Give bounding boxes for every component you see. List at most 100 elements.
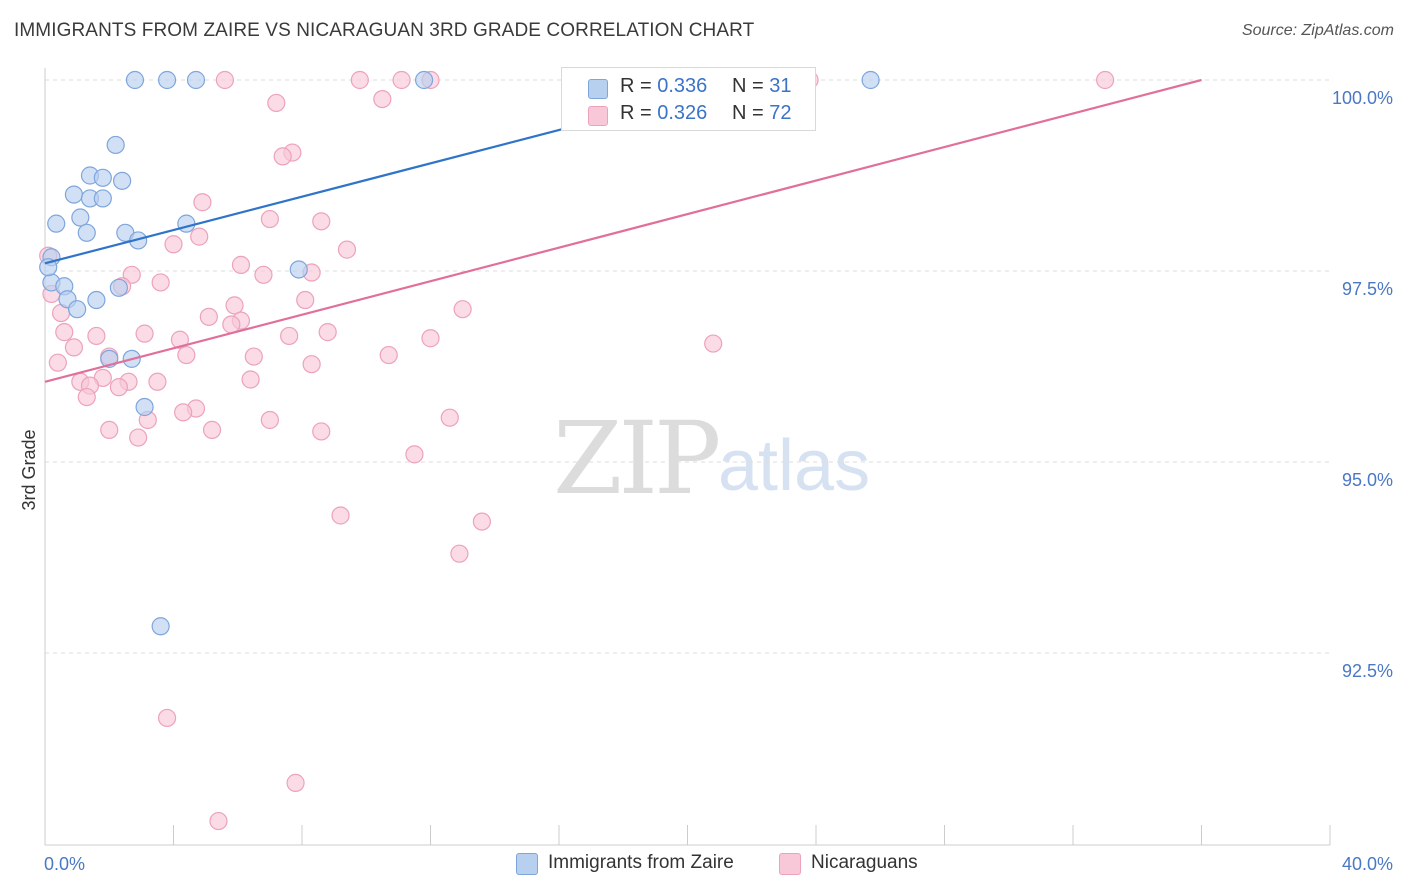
data-points <box>39 70 1115 831</box>
point-zaire <box>414 70 434 90</box>
watermark-atlas: atlas <box>718 426 871 506</box>
point-nicaraguans <box>148 372 167 391</box>
point-zaire <box>135 397 154 417</box>
point-nicaraguans <box>174 403 193 422</box>
point-zaire <box>87 290 106 310</box>
point-nicaraguans <box>373 89 392 109</box>
point-nicaraguans <box>286 773 305 792</box>
bottom-legend-swatch-zaire <box>516 853 538 875</box>
point-nicaraguans <box>231 255 251 274</box>
legend-n-value: 72 <box>769 102 792 124</box>
point-zaire <box>68 300 87 319</box>
bottom-legend-label-nicaraguans: Nicaraguans <box>811 852 918 873</box>
point-nicaraguans <box>55 323 74 342</box>
point-nicaraguans <box>472 512 491 531</box>
point-nicaraguans <box>392 70 411 90</box>
point-nicaraguans <box>202 420 222 440</box>
axes <box>44 68 1331 846</box>
point-nicaraguans <box>199 307 218 326</box>
watermark-zip: ZIP <box>553 400 721 517</box>
y-tick-label: 100.0% <box>1332 88 1393 108</box>
y-tick-label: 97.5% <box>1342 279 1393 299</box>
grid-lines <box>45 79 1330 654</box>
point-nicaraguans <box>267 93 286 113</box>
source-label: Source: ZipAtlas.com <box>1241 22 1394 39</box>
legend-r-label: R = <box>620 102 658 124</box>
point-zaire <box>157 70 177 90</box>
point-nicaraguans <box>312 212 331 231</box>
point-zaire <box>151 617 170 636</box>
y-tick-label: 92.5% <box>1342 661 1393 681</box>
point-zaire <box>177 214 196 233</box>
point-zaire <box>109 278 128 297</box>
point-nicaraguans <box>190 227 209 246</box>
x-tick-label: 40.0% <box>1342 854 1393 874</box>
point-nicaraguans <box>405 445 424 464</box>
tick-labels: 92.5% 95.0% 97.5% 100.0% 0.0% 40.0% <box>44 88 1393 874</box>
point-zaire <box>77 223 96 242</box>
point-nicaraguans <box>337 240 357 259</box>
point-nicaraguans <box>48 353 67 372</box>
point-zaire <box>93 189 112 208</box>
point-nicaraguans <box>421 329 440 348</box>
point-nicaraguans <box>254 265 273 284</box>
point-nicaraguans <box>350 70 369 90</box>
point-zaire <box>71 208 90 227</box>
point-nicaraguans <box>260 209 279 229</box>
point-nicaraguans <box>302 355 321 374</box>
point-zaire <box>39 258 58 277</box>
point-zaire <box>125 70 145 90</box>
y-tick-label: 95.0% <box>1342 470 1393 490</box>
point-nicaraguans <box>170 330 190 349</box>
point-nicaraguans <box>177 345 196 365</box>
point-zaire <box>106 135 125 155</box>
legend-r-value: 0.336 <box>657 75 708 97</box>
point-nicaraguans <box>225 296 244 315</box>
point-nicaraguans <box>273 147 292 166</box>
point-nicaraguans <box>296 290 315 310</box>
point-zaire <box>93 168 112 187</box>
chart-title: IMMIGRANTS FROM ZAIRE VS NICARAGUAN 3RD … <box>14 20 755 41</box>
point-nicaraguans <box>244 347 263 366</box>
bottom-legend-swatch-nicaraguans <box>779 853 801 875</box>
bottom-legend-label-zaire: Immigrants from Zaire <box>548 852 734 873</box>
point-nicaraguans <box>318 323 337 342</box>
point-nicaraguans <box>135 324 154 343</box>
point-nicaraguans <box>129 428 148 447</box>
legend-r-label: R = <box>620 75 658 97</box>
point-zaire <box>64 185 84 204</box>
legend-swatch-nicaraguans <box>588 106 608 126</box>
point-zaire <box>112 171 132 190</box>
point-nicaraguans <box>193 193 212 212</box>
x-tick-label: 0.0% <box>44 854 85 874</box>
legend: R = 0.336 N = 31 R = 0.326 N = 72 <box>561 67 816 131</box>
point-nicaraguans <box>209 811 228 831</box>
point-nicaraguans <box>77 387 96 407</box>
legend-n-value: 31 <box>769 75 792 97</box>
point-nicaraguans <box>151 273 170 292</box>
point-nicaraguans <box>440 408 459 427</box>
point-nicaraguans <box>704 334 723 353</box>
trend-line-nicaraguans <box>44 78 1202 383</box>
point-nicaraguans <box>379 345 398 365</box>
point-nicaraguans <box>450 544 469 563</box>
point-nicaraguans <box>1096 70 1115 90</box>
point-nicaraguans <box>87 326 106 346</box>
legend-n-label: N = <box>732 102 770 124</box>
legend-r-value: 0.326 <box>657 102 708 124</box>
point-nicaraguans <box>241 370 260 389</box>
point-nicaraguans <box>222 315 241 334</box>
point-nicaraguans <box>280 326 299 346</box>
point-nicaraguans <box>164 235 183 254</box>
point-zaire <box>861 70 880 90</box>
point-zaire <box>47 214 66 233</box>
y-axis-label: 3rd Grade <box>19 429 39 510</box>
point-nicaraguans <box>100 420 119 440</box>
point-nicaraguans <box>215 70 234 90</box>
point-nicaraguans <box>64 338 84 357</box>
point-nicaraguans <box>312 422 331 441</box>
point-nicaraguans <box>157 708 177 728</box>
point-zaire <box>289 260 308 279</box>
point-zaire <box>186 70 206 90</box>
